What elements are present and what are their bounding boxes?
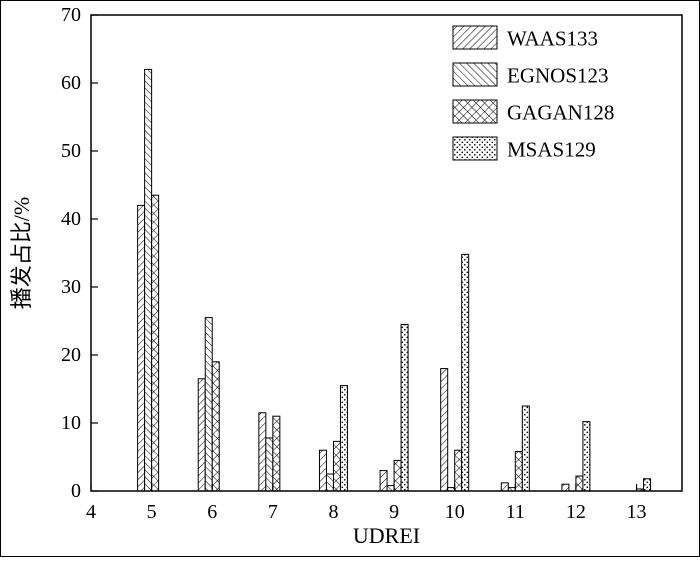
bar-MSAS129-udrei-11 xyxy=(521,405,530,492)
y-axis-tick-label: 70 xyxy=(61,4,81,26)
x-axis-tick-label: 11 xyxy=(506,501,525,523)
bar-WAAS133-udrei-8 xyxy=(318,449,327,492)
bar-GAGAN128-udrei-10 xyxy=(454,449,463,492)
x-axis-tick-label: 9 xyxy=(389,501,399,523)
bar-GAGAN128-udrei-9 xyxy=(393,459,402,492)
bar-WAAS133-udrei-11 xyxy=(500,482,509,492)
bar-EGNOS123-udrei-9 xyxy=(386,485,395,492)
legend-label-MSAS129: MSAS129 xyxy=(507,138,596,162)
y-axis-tick-label: 20 xyxy=(61,344,81,366)
bar-GAGAN128-udrei-6 xyxy=(211,361,220,492)
legend: WAAS133 EGNOS123 GAGAN128 MSAS129 xyxy=(452,25,614,162)
legend-swatch-MSAS129 xyxy=(452,136,498,161)
bar-WAAS133-udrei-6 xyxy=(197,378,206,492)
y-axis-tick-label: 40 xyxy=(61,208,81,230)
bar-MSAS129-udrei-9 xyxy=(400,323,409,492)
bar-EGNOS123-udrei-5 xyxy=(144,68,153,492)
bar-MSAS129-udrei-10 xyxy=(461,253,470,492)
y-axis-title: 播发占比/% xyxy=(9,197,34,309)
x-axis-tick-label: 12 xyxy=(566,501,586,523)
bar-WAAS133-udrei-7 xyxy=(258,412,267,492)
bar-EGNOS123-udrei-8 xyxy=(325,473,334,492)
bar-WAAS133-udrei-12 xyxy=(561,483,570,492)
x-axis-title: UDREI xyxy=(353,523,420,548)
bar-GAGAN128-udrei-7 xyxy=(272,415,281,492)
bar-WAAS133-udrei-5 xyxy=(137,204,146,492)
y-axis-tick-label: 10 xyxy=(61,412,81,434)
bar-GAGAN128-udrei-11 xyxy=(514,451,523,492)
bar-WAAS133-udrei-9 xyxy=(379,470,388,492)
legend-swatch-EGNOS123 xyxy=(452,62,498,87)
y-axis-tick-label: 50 xyxy=(61,140,81,162)
bar-GAGAN128-udrei-8 xyxy=(332,440,341,492)
x-axis-tick-label: 7 xyxy=(268,501,278,523)
x-axis-tick-label: 4 xyxy=(86,501,96,523)
bar-EGNOS123-udrei-7 xyxy=(265,437,274,492)
bar-GAGAN128-udrei-5 xyxy=(151,194,160,492)
bar-MSAS129-udrei-13 xyxy=(643,478,652,492)
axes-group: 0 10 20 30 40 50 60 70 4 5 6 7 8 9 10 11 12 13 xyxy=(61,4,683,523)
legend-swatch-GAGAN128 xyxy=(452,99,498,124)
bar-EGNOS123-udrei-6 xyxy=(204,317,213,492)
y-axis-tick-label: 30 xyxy=(61,276,81,298)
legend-swatch-WAAS133 xyxy=(452,25,498,50)
x-axis-tick-label: 13 xyxy=(627,501,647,523)
legend-label-WAAS133: WAAS133 xyxy=(507,27,598,51)
y-axis-tick-label: 0 xyxy=(71,480,81,502)
x-axis-tick-label: 5 xyxy=(147,501,157,523)
bars-group xyxy=(137,68,652,492)
bar-MSAS129-udrei-12 xyxy=(582,421,591,492)
bar-MSAS129-udrei-8 xyxy=(339,385,348,492)
legend-label-EGNOS123: EGNOS123 xyxy=(507,64,609,88)
plot-frame xyxy=(90,14,683,492)
legend-label-GAGAN128: GAGAN128 xyxy=(507,101,614,125)
x-axis-tick-label: 8 xyxy=(328,501,338,523)
x-axis-tick-label: 10 xyxy=(445,501,465,523)
y-axis-tick-label: 60 xyxy=(61,72,81,94)
bar-GAGAN128-udrei-12 xyxy=(575,475,584,492)
x-axis-tick-label: 6 xyxy=(207,501,217,523)
bar-WAAS133-udrei-10 xyxy=(440,368,449,492)
